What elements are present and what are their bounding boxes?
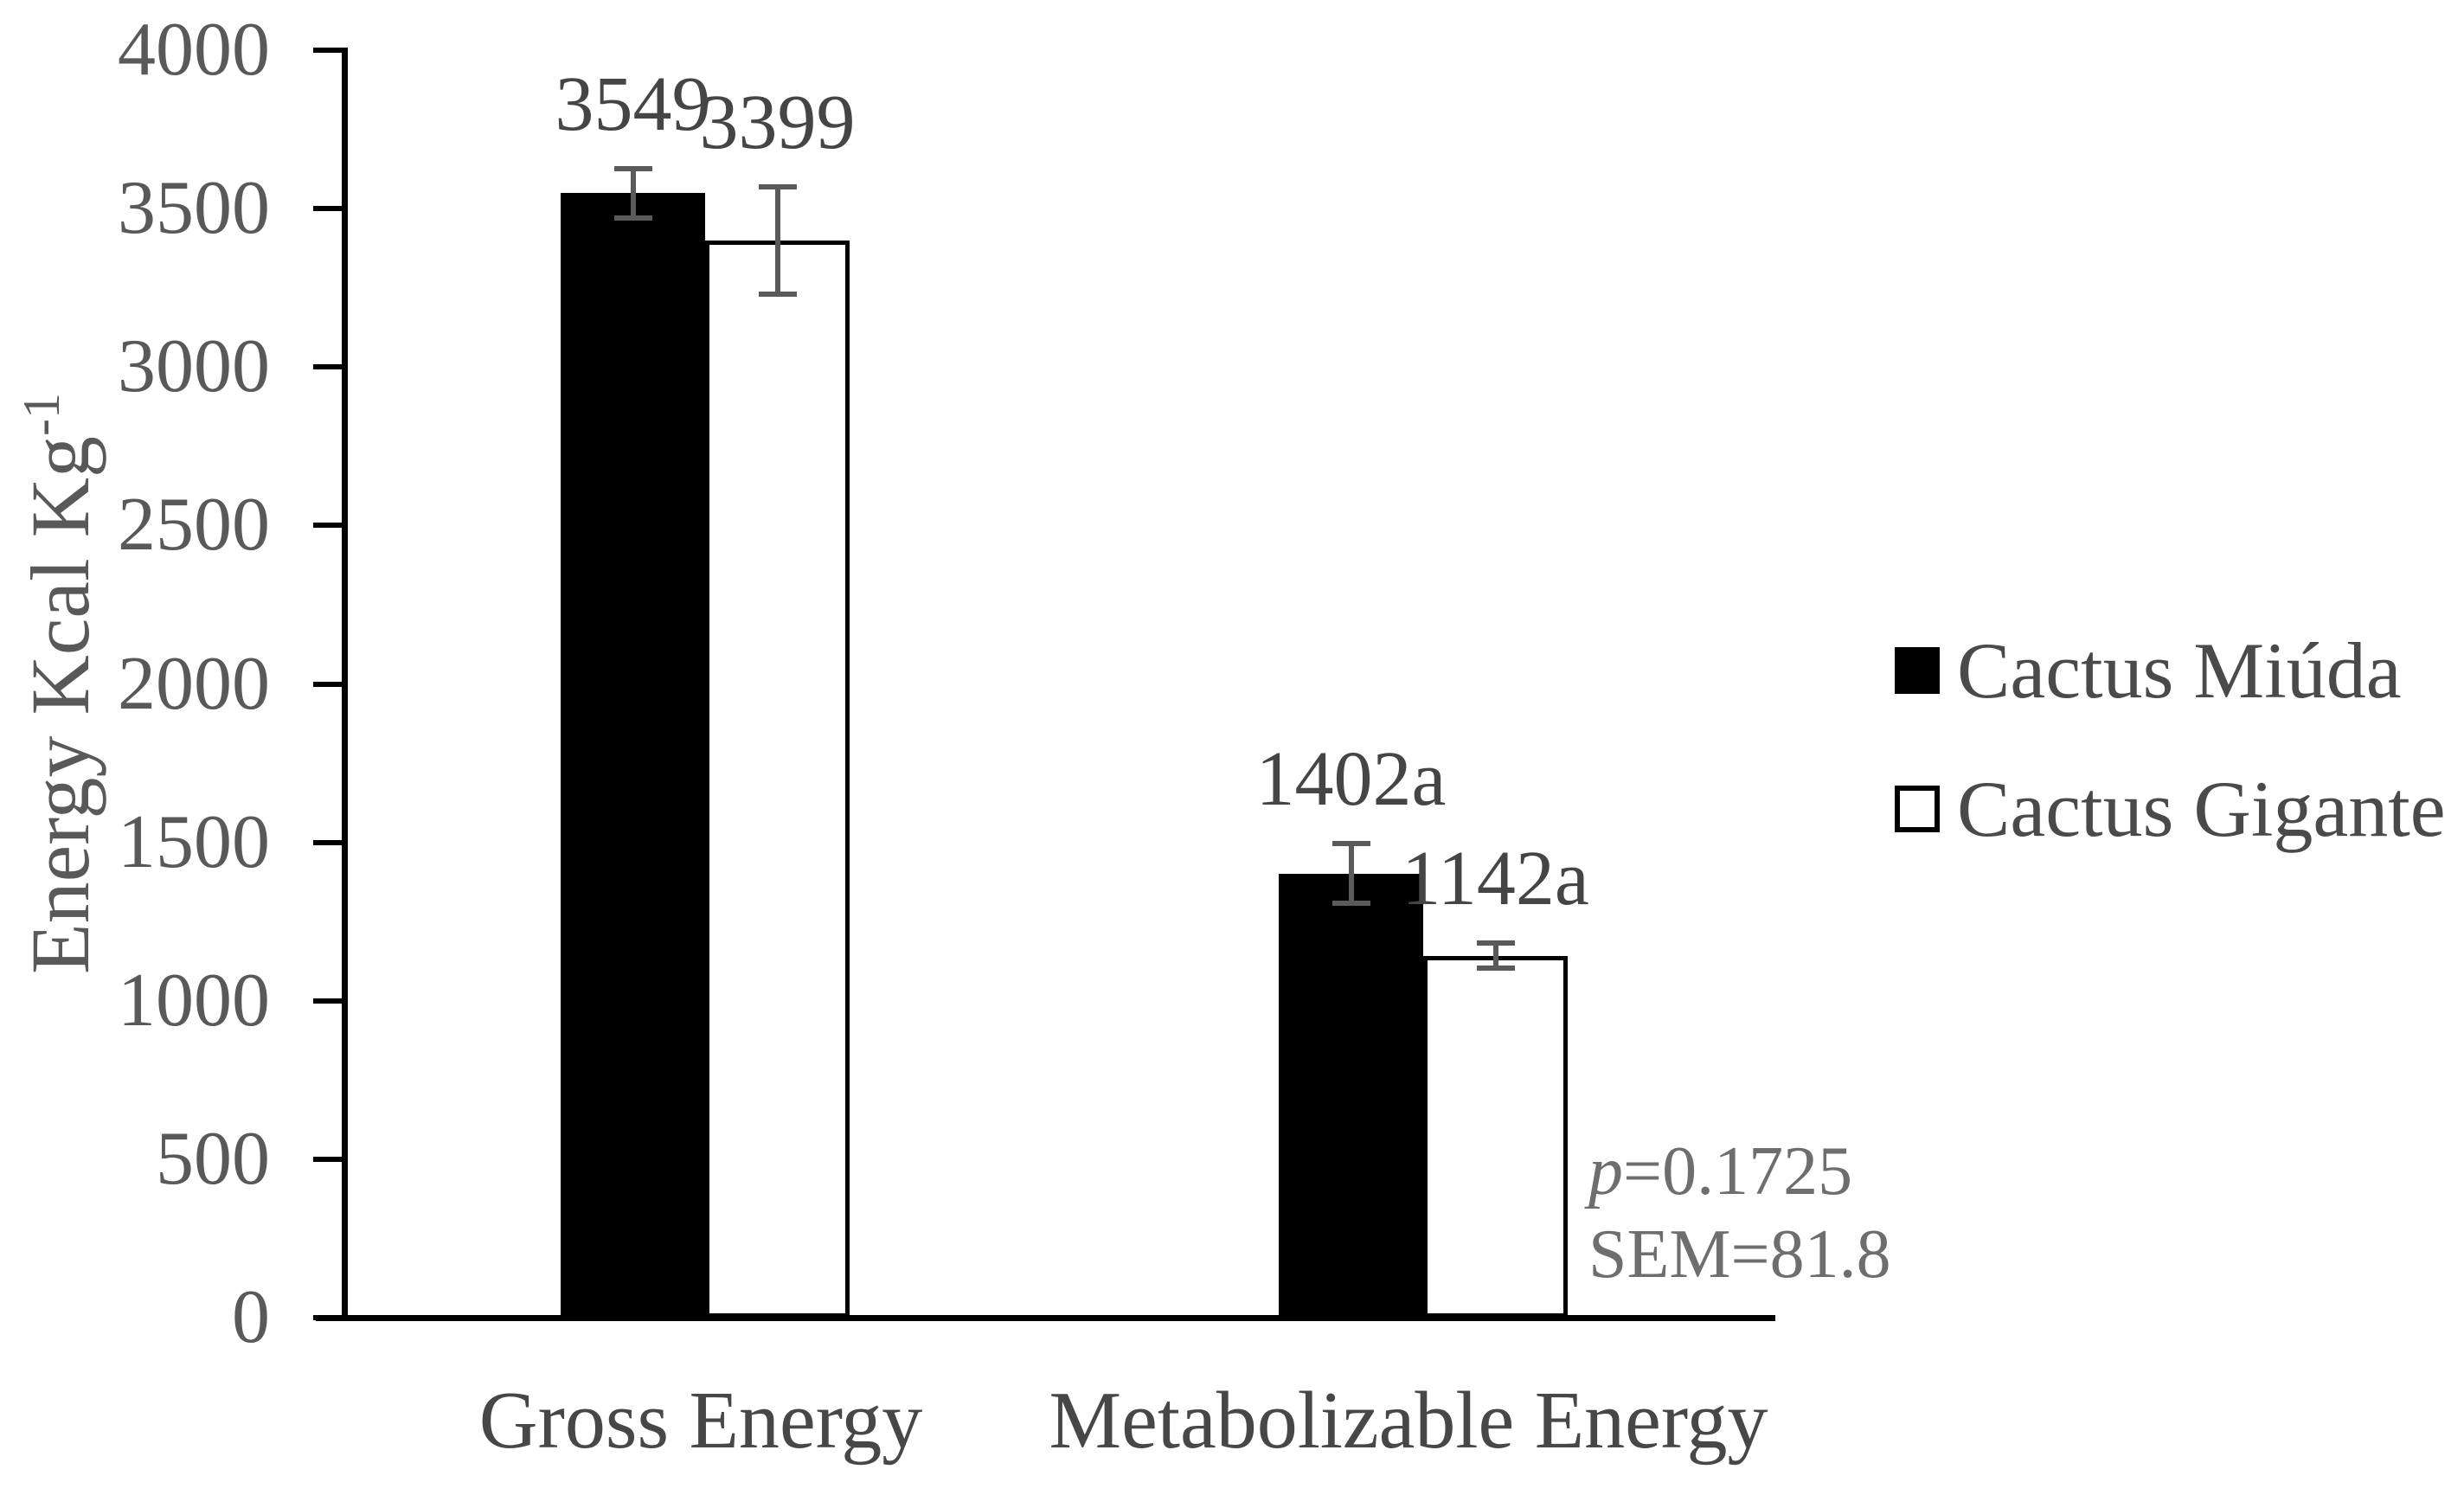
- legend-swatch-cactus-miuda: [1895, 647, 1940, 694]
- legend-label-cactus-gigante: Cactus Gigante: [1957, 765, 2446, 853]
- error-bar-line-1-1: [1492, 943, 1498, 969]
- y-tick-mark-3500: [313, 206, 345, 212]
- error-bar-cap-top-0-1: [1331, 840, 1370, 846]
- y-tick-mark-1500: [313, 839, 345, 845]
- bar-cactus-miúda-0: [561, 193, 705, 1318]
- y-tick-label-3000: 3000: [118, 324, 270, 409]
- bar-cactus-miúda-1: [1279, 873, 1423, 1318]
- bar-cactus-gigante-0: [705, 241, 850, 1318]
- y-tick-label-1500: 1500: [118, 799, 270, 884]
- y-tick-mark-3000: [313, 364, 345, 370]
- value-label-1402a: 1402a: [1255, 735, 1447, 822]
- error-bar-line-0-0: [630, 168, 636, 218]
- x-axis-line: [316, 1315, 1775, 1321]
- y-tick-mark-500: [313, 1156, 345, 1162]
- value-label-1142a: 1142a: [1402, 836, 1589, 922]
- y-tick-label-2000: 2000: [118, 641, 270, 726]
- error-bar-cap-bottom-0-1: [1331, 901, 1370, 907]
- error-bar-cap-bottom-0-0: [613, 215, 652, 221]
- y-tick-label-0: 0: [232, 1275, 270, 1359]
- category-label-metabolizable-energy: Metabolizable Energy: [1049, 1376, 1768, 1466]
- value-label-3399: 3399: [699, 79, 856, 165]
- error-bar-line-1-0: [774, 186, 780, 295]
- category-label-gross-energy: Gross Energy: [478, 1376, 923, 1466]
- y-tick-mark-1000: [313, 998, 345, 1004]
- p-value-line: p=0.1725: [1588, 1130, 1891, 1213]
- error-bar-line-0-1: [1348, 843, 1354, 904]
- value-label-3549: 3549: [555, 61, 711, 147]
- stats-annotation: p=0.1725 SEM=81.8: [1588, 1130, 1891, 1296]
- error-bar-cap-top-1-0: [758, 183, 797, 189]
- y-tick-label-4000: 4000: [118, 8, 270, 92]
- p-symbol: p: [1588, 1133, 1623, 1209]
- error-bar-cap-bottom-1-0: [758, 292, 797, 298]
- y-tick-label-2500: 2500: [118, 483, 270, 568]
- y-tick-label-500: 500: [156, 1116, 270, 1201]
- legend-label-cactus-miuda: Cactus Miúda: [1957, 626, 2402, 715]
- y-tick-mark-4000: [313, 48, 345, 53]
- y-tick-mark-2500: [313, 523, 345, 529]
- bar-cactus-gigante-1: [1423, 955, 1568, 1318]
- legend-swatch-cactus-gigante: [1895, 786, 1940, 832]
- sem-line: SEM=81.8: [1588, 1216, 1891, 1293]
- y-tick-label-1000: 1000: [118, 958, 270, 1043]
- error-bar-cap-top-1-1: [1476, 940, 1515, 946]
- y-tick-mark-2000: [313, 681, 345, 687]
- y-tick-mark-0: [313, 1315, 345, 1320]
- p-value-text: =0.1725: [1623, 1133, 1853, 1209]
- y-tick-label-3500: 3500: [118, 166, 270, 251]
- error-bar-cap-bottom-1-1: [1476, 966, 1515, 972]
- error-bar-cap-top-0-0: [613, 165, 652, 171]
